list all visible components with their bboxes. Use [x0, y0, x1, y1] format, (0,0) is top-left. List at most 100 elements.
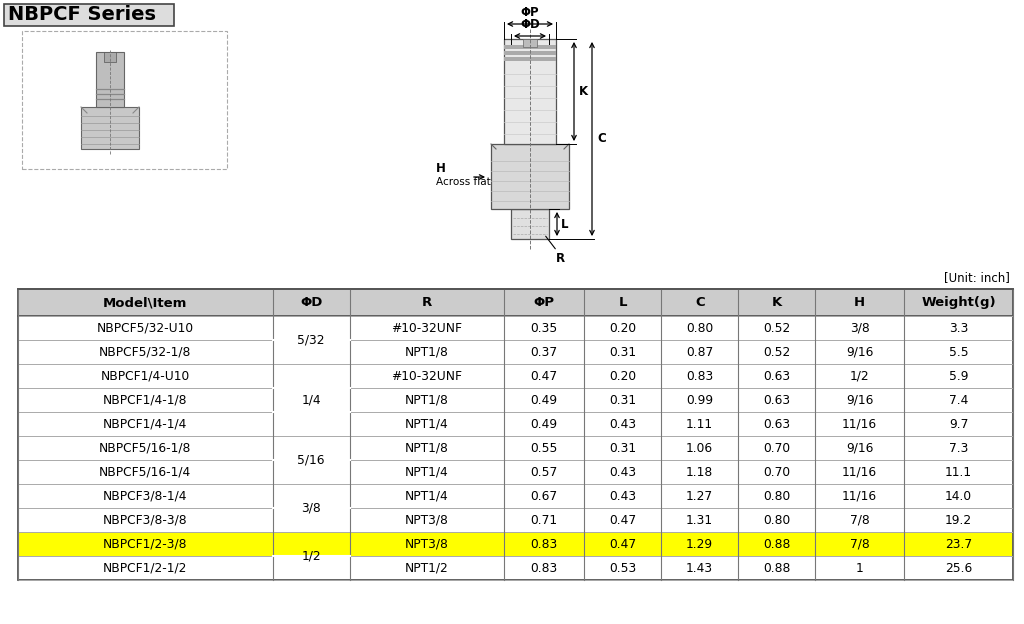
Text: L: L	[618, 296, 627, 309]
Text: #10-32UNF: #10-32UNF	[391, 369, 462, 383]
Text: NPT1/8: NPT1/8	[404, 346, 449, 359]
Text: 0.49: 0.49	[530, 394, 557, 406]
Bar	[504, 39, 556, 144]
Bar	[504, 51, 556, 55]
Text: 11/16: 11/16	[842, 466, 878, 479]
Text: 0.43: 0.43	[609, 417, 636, 431]
Bar	[349, 532, 504, 556]
Text: 19.2: 19.2	[945, 514, 972, 527]
Text: NPT3/8: NPT3/8	[404, 537, 449, 550]
Text: 0.52: 0.52	[763, 321, 791, 334]
Text: K: K	[579, 85, 588, 98]
Text: 0.47: 0.47	[530, 369, 557, 383]
Bar	[738, 532, 815, 556]
Bar	[18, 388, 1013, 412]
Text: 11/16: 11/16	[842, 417, 878, 431]
Text: 1: 1	[856, 562, 863, 575]
Text: 1.18: 1.18	[686, 466, 714, 479]
Text: NPT1/8: NPT1/8	[404, 442, 449, 454]
Text: 1/2: 1/2	[850, 369, 869, 383]
Text: 0.87: 0.87	[686, 346, 714, 359]
Text: 0.67: 0.67	[530, 489, 557, 502]
Text: C: C	[597, 132, 606, 145]
Bar	[18, 460, 1013, 484]
Text: 0.43: 0.43	[609, 489, 636, 502]
Text: NBPCF1/4-1/4: NBPCF1/4-1/4	[103, 417, 187, 431]
Text: 0.83: 0.83	[530, 562, 557, 575]
Text: H: H	[436, 162, 445, 175]
Text: #10-32UNF: #10-32UNF	[391, 321, 462, 334]
Bar	[904, 532, 1013, 556]
Text: 0.43: 0.43	[609, 466, 636, 479]
Text: NPT1/4: NPT1/4	[404, 417, 449, 431]
Bar	[18, 508, 1013, 532]
Text: R: R	[555, 253, 564, 265]
Text: NBPCF3/8-3/8: NBPCF3/8-3/8	[103, 514, 187, 527]
Text: 0.20: 0.20	[609, 369, 636, 383]
Text: 0.31: 0.31	[609, 346, 636, 359]
Text: ΦP: ΦP	[534, 296, 554, 309]
Text: NBPCF1/2-1/2: NBPCF1/2-1/2	[103, 562, 187, 575]
Text: Model\Item: Model\Item	[103, 296, 187, 309]
Text: 0.80: 0.80	[686, 321, 714, 334]
Text: 3/8: 3/8	[850, 321, 869, 334]
Text: 5.9: 5.9	[949, 369, 969, 383]
Text: NPT1/4: NPT1/4	[404, 489, 449, 502]
Text: NBPCF5/16-1/8: NBPCF5/16-1/8	[99, 442, 191, 454]
Text: C: C	[695, 296, 705, 309]
Text: 0.47: 0.47	[609, 537, 636, 550]
Text: L: L	[561, 218, 568, 230]
Text: 0.71: 0.71	[530, 514, 557, 527]
Text: 1.43: 1.43	[686, 562, 714, 575]
Text: 1.31: 1.31	[686, 514, 714, 527]
Bar	[815, 532, 904, 556]
Bar	[504, 45, 556, 49]
Bar	[662, 532, 738, 556]
Text: NBPCF1/4-U10: NBPCF1/4-U10	[100, 369, 190, 383]
Text: NPT3/8: NPT3/8	[404, 514, 449, 527]
Bar	[18, 532, 272, 556]
Bar	[511, 209, 549, 239]
Bar	[18, 289, 1013, 580]
Text: 0.70: 0.70	[763, 466, 791, 479]
Text: NBPCF5/16-1/4: NBPCF5/16-1/4	[99, 466, 191, 479]
Bar	[18, 289, 1013, 316]
Bar	[490, 144, 569, 209]
Text: NPT1/4: NPT1/4	[404, 466, 449, 479]
Bar	[18, 484, 1013, 508]
Text: 0.57: 0.57	[530, 466, 557, 479]
Text: NPT1/8: NPT1/8	[404, 394, 449, 406]
Text: 0.70: 0.70	[763, 442, 791, 454]
Text: NBPCF5/32-U10: NBPCF5/32-U10	[97, 321, 194, 334]
Text: 0.63: 0.63	[763, 369, 791, 383]
Text: R: R	[422, 296, 432, 309]
Text: NBPCF Series: NBPCF Series	[8, 6, 156, 24]
Text: 0.37: 0.37	[530, 346, 557, 359]
Text: 14.0: 14.0	[945, 489, 972, 502]
Bar	[504, 532, 585, 556]
Text: 0.55: 0.55	[530, 442, 558, 454]
Bar	[585, 532, 662, 556]
Text: 1.27: 1.27	[686, 489, 714, 502]
Text: 11/16: 11/16	[842, 489, 878, 502]
Bar	[18, 316, 1013, 340]
Text: 0.83: 0.83	[686, 369, 714, 383]
Bar	[18, 532, 1013, 556]
Text: 0.83: 0.83	[530, 537, 557, 550]
Text: K: K	[771, 296, 781, 309]
Text: 7.3: 7.3	[949, 442, 969, 454]
Text: ΦD: ΦD	[520, 18, 540, 31]
Text: 0.35: 0.35	[530, 321, 557, 334]
Text: 9/16: 9/16	[846, 346, 873, 359]
Text: 0.80: 0.80	[763, 489, 791, 502]
Bar	[523, 39, 537, 47]
Bar	[18, 340, 1013, 364]
Text: 1.06: 1.06	[686, 442, 714, 454]
Text: 7.4: 7.4	[949, 394, 969, 406]
Text: 0.99: 0.99	[686, 394, 714, 406]
Text: 0.53: 0.53	[609, 562, 636, 575]
Text: 9.7: 9.7	[949, 417, 969, 431]
Text: 7/8: 7/8	[850, 514, 869, 527]
Text: NBPCF3/8-1/4: NBPCF3/8-1/4	[103, 489, 187, 502]
Text: 1.11: 1.11	[686, 417, 714, 431]
